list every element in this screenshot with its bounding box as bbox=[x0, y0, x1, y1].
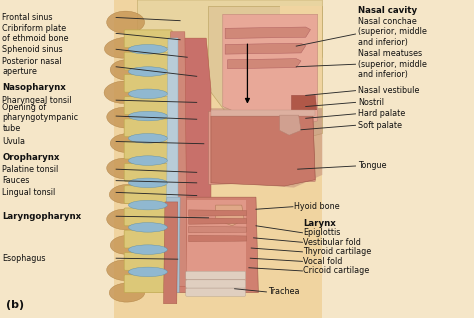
Polygon shape bbox=[209, 108, 322, 188]
Ellipse shape bbox=[107, 209, 145, 230]
Ellipse shape bbox=[128, 223, 167, 232]
Polygon shape bbox=[137, 0, 322, 83]
Text: Larynx: Larynx bbox=[303, 219, 336, 228]
Polygon shape bbox=[189, 235, 246, 242]
Polygon shape bbox=[209, 111, 315, 184]
Text: Nostril: Nostril bbox=[358, 98, 384, 107]
Ellipse shape bbox=[110, 59, 146, 80]
Text: Nasal meatuses
(superior, middle
and inferior): Nasal meatuses (superior, middle and inf… bbox=[358, 49, 427, 79]
Ellipse shape bbox=[128, 200, 167, 210]
Text: Nasopharynx: Nasopharynx bbox=[2, 83, 66, 92]
Text: Hyoid bone: Hyoid bone bbox=[294, 202, 339, 211]
Polygon shape bbox=[166, 197, 180, 293]
Polygon shape bbox=[189, 210, 246, 216]
Ellipse shape bbox=[128, 134, 167, 143]
Ellipse shape bbox=[128, 89, 167, 99]
Text: Fauces: Fauces bbox=[2, 176, 30, 185]
Polygon shape bbox=[280, 115, 301, 135]
Polygon shape bbox=[211, 116, 315, 186]
Polygon shape bbox=[225, 43, 306, 54]
Polygon shape bbox=[228, 59, 301, 69]
Text: Vestibular fold: Vestibular fold bbox=[303, 238, 361, 247]
FancyBboxPatch shape bbox=[124, 97, 172, 114]
Polygon shape bbox=[164, 202, 178, 304]
Ellipse shape bbox=[128, 267, 167, 277]
FancyBboxPatch shape bbox=[186, 271, 246, 280]
Text: Pharyngeal tonsil: Pharyngeal tonsil bbox=[2, 96, 72, 105]
Polygon shape bbox=[292, 95, 317, 111]
Polygon shape bbox=[216, 205, 244, 226]
FancyBboxPatch shape bbox=[124, 30, 172, 48]
Ellipse shape bbox=[104, 81, 144, 103]
Text: Tongue: Tongue bbox=[358, 162, 386, 170]
FancyBboxPatch shape bbox=[124, 230, 172, 248]
Ellipse shape bbox=[128, 156, 167, 165]
Polygon shape bbox=[178, 197, 258, 293]
Text: Palatine tonsil: Palatine tonsil bbox=[2, 165, 59, 174]
Text: Soft palate: Soft palate bbox=[358, 121, 402, 130]
FancyBboxPatch shape bbox=[124, 275, 172, 293]
FancyBboxPatch shape bbox=[124, 163, 172, 181]
Text: (b): (b) bbox=[6, 300, 24, 310]
Text: Posterior nasal
aperture: Posterior nasal aperture bbox=[2, 57, 62, 77]
Polygon shape bbox=[187, 200, 246, 289]
Ellipse shape bbox=[109, 184, 145, 204]
FancyBboxPatch shape bbox=[124, 119, 172, 137]
Polygon shape bbox=[166, 38, 178, 286]
Ellipse shape bbox=[107, 107, 145, 128]
Polygon shape bbox=[189, 226, 246, 233]
Polygon shape bbox=[223, 14, 318, 130]
Ellipse shape bbox=[107, 260, 145, 281]
Ellipse shape bbox=[128, 178, 167, 188]
Text: Trachea: Trachea bbox=[268, 287, 299, 296]
Text: Frontal sinus: Frontal sinus bbox=[2, 13, 53, 22]
FancyBboxPatch shape bbox=[124, 74, 172, 92]
Text: Laryngopharynx: Laryngopharynx bbox=[2, 212, 82, 221]
Ellipse shape bbox=[107, 11, 145, 33]
Ellipse shape bbox=[104, 37, 147, 58]
Polygon shape bbox=[114, 0, 322, 318]
Ellipse shape bbox=[107, 158, 145, 179]
FancyBboxPatch shape bbox=[124, 208, 172, 226]
Text: Hard palate: Hard palate bbox=[358, 109, 405, 118]
Text: Esophagus: Esophagus bbox=[2, 254, 46, 263]
Text: Uvula: Uvula bbox=[2, 137, 26, 146]
Polygon shape bbox=[225, 27, 310, 38]
Ellipse shape bbox=[110, 235, 146, 254]
Text: Thyroid cartilage: Thyroid cartilage bbox=[303, 247, 372, 256]
Text: Epiglottis: Epiglottis bbox=[303, 228, 341, 237]
Ellipse shape bbox=[128, 111, 167, 121]
Text: Oropharynx: Oropharynx bbox=[2, 153, 60, 162]
Ellipse shape bbox=[128, 245, 167, 254]
Text: Lingual tonsil: Lingual tonsil bbox=[2, 188, 55, 197]
Polygon shape bbox=[168, 32, 187, 286]
Text: Cricoid cartilage: Cricoid cartilage bbox=[303, 266, 370, 275]
Ellipse shape bbox=[128, 67, 167, 76]
Polygon shape bbox=[280, 6, 322, 108]
FancyBboxPatch shape bbox=[124, 141, 172, 159]
Ellipse shape bbox=[128, 45, 167, 54]
Polygon shape bbox=[211, 110, 315, 116]
FancyBboxPatch shape bbox=[124, 186, 172, 204]
Ellipse shape bbox=[110, 134, 146, 153]
Ellipse shape bbox=[109, 283, 145, 302]
FancyBboxPatch shape bbox=[186, 288, 246, 296]
Text: Cribriform plate
of ethmoid bone: Cribriform plate of ethmoid bone bbox=[2, 24, 69, 43]
Text: Vocal fold: Vocal fold bbox=[303, 257, 343, 266]
FancyBboxPatch shape bbox=[186, 280, 246, 288]
Text: Nasal conchae
(superior, middle
and inferior): Nasal conchae (superior, middle and infe… bbox=[358, 17, 427, 47]
Polygon shape bbox=[189, 218, 246, 224]
Text: Nasal vestibule: Nasal vestibule bbox=[358, 86, 419, 95]
FancyBboxPatch shape bbox=[124, 252, 172, 270]
Polygon shape bbox=[175, 38, 211, 286]
Text: Opening of
pharyngotympanic
tube: Opening of pharyngotympanic tube bbox=[2, 103, 79, 133]
Polygon shape bbox=[209, 6, 322, 143]
Text: Sphenoid sinus: Sphenoid sinus bbox=[2, 45, 63, 54]
FancyBboxPatch shape bbox=[124, 52, 172, 70]
Text: Nasal cavity: Nasal cavity bbox=[358, 6, 417, 15]
